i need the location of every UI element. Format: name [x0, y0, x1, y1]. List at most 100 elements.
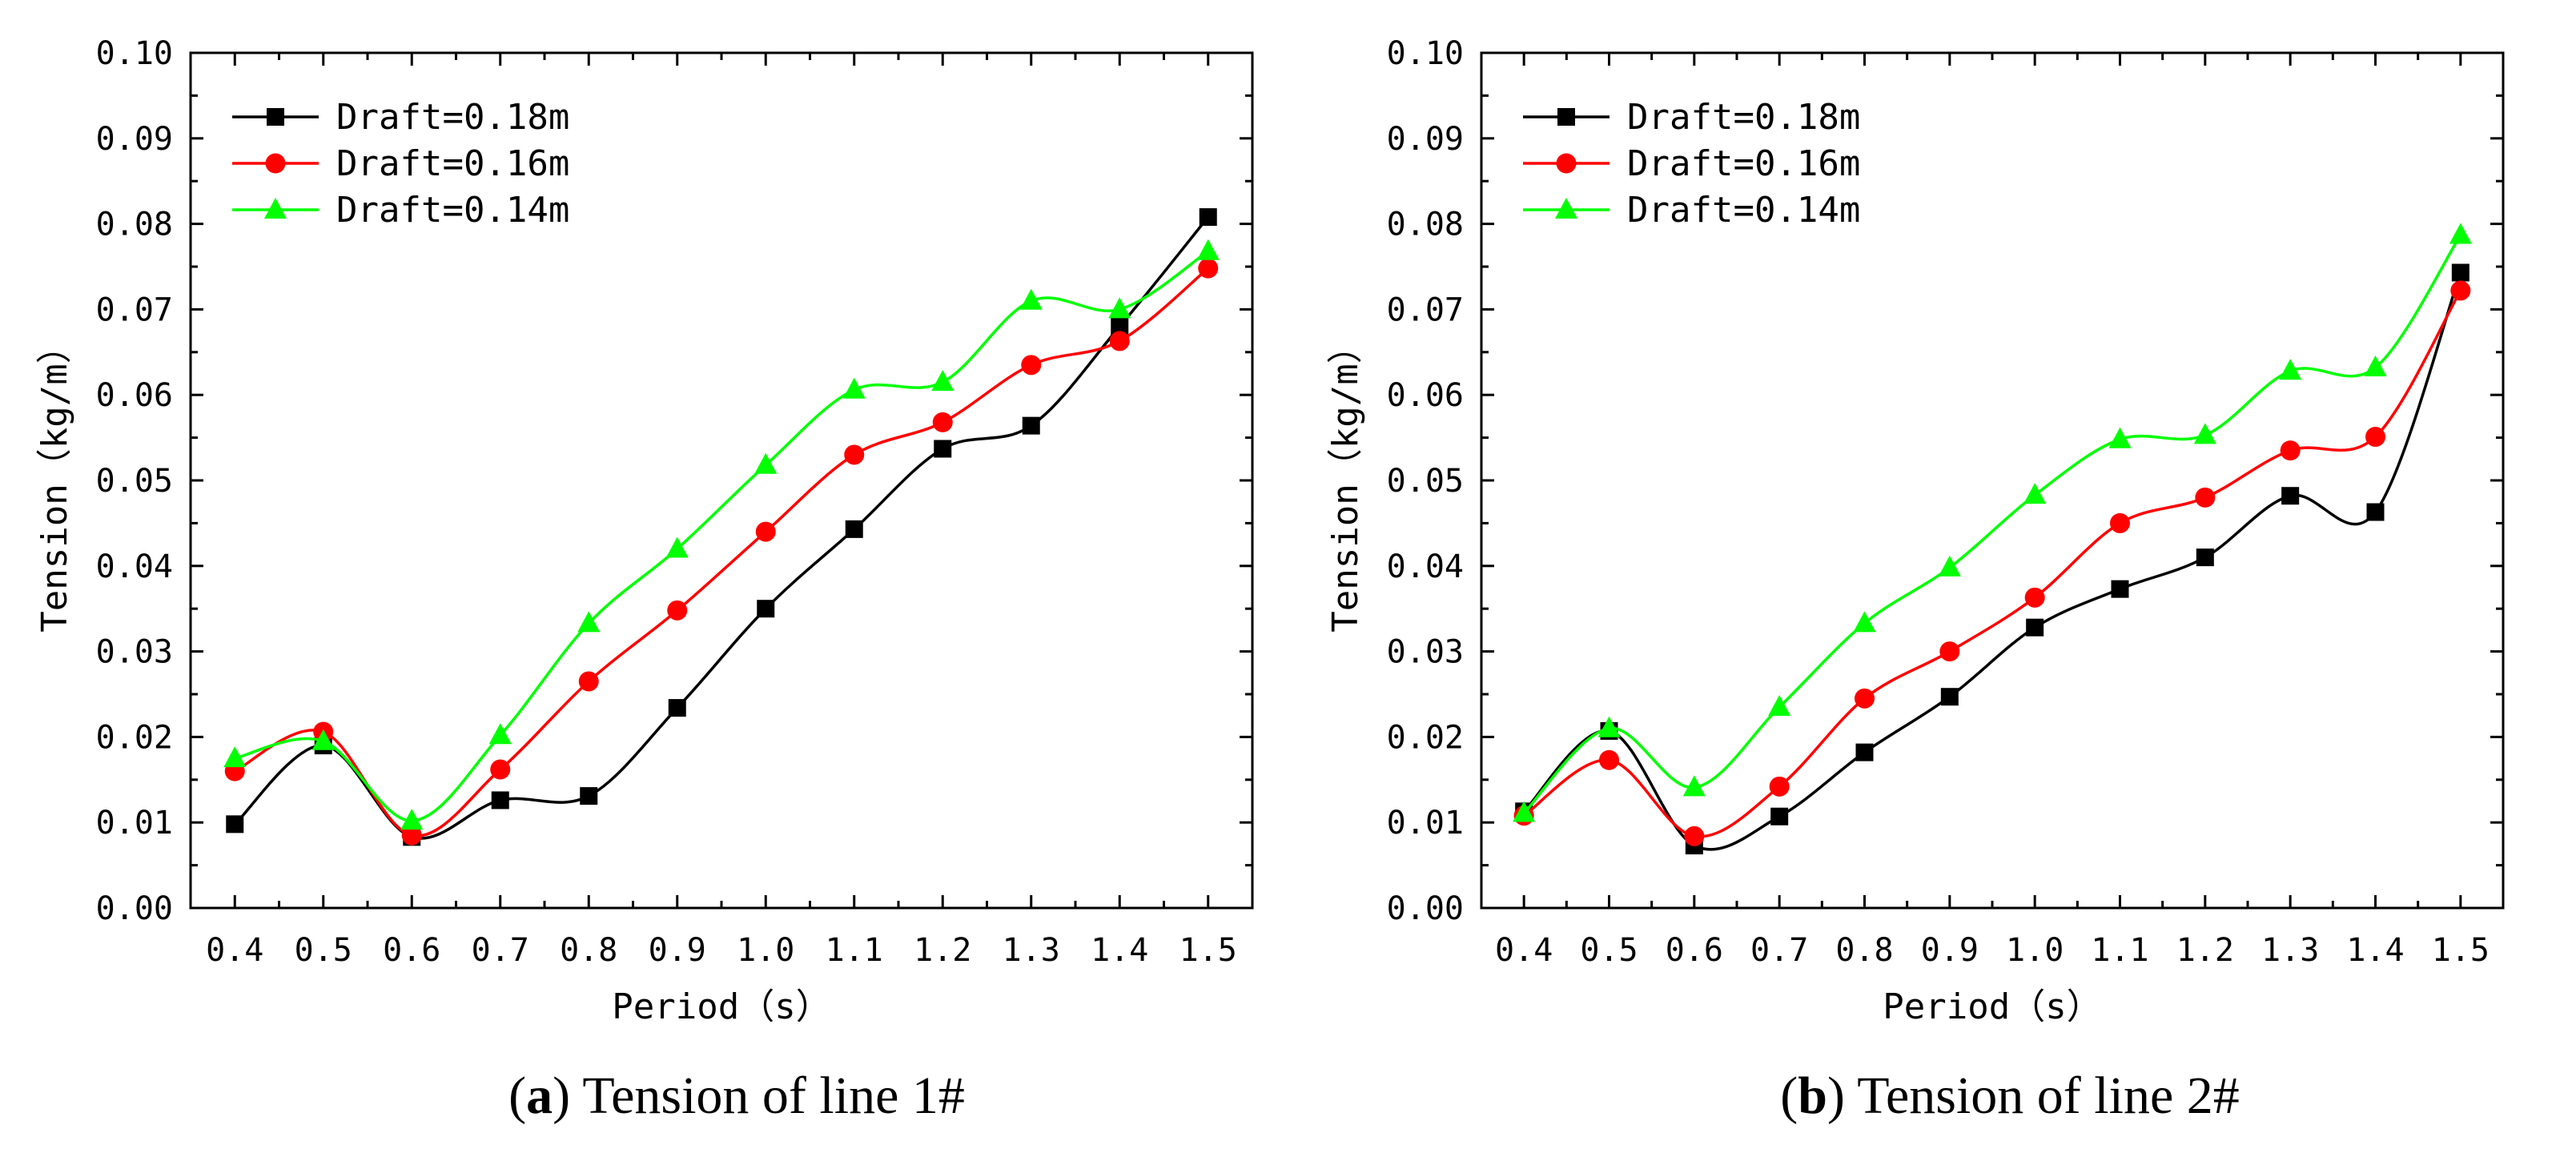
x-tick-label: 0.5 [295, 932, 352, 969]
series-line [234, 267, 1209, 838]
legend-label: Draft=0.18m [336, 97, 569, 138]
y-tick-label: 0.05 [96, 463, 173, 500]
data-point [1109, 331, 1130, 352]
legend-marker [1557, 108, 1575, 126]
data-point [1938, 555, 1961, 576]
data-point [757, 600, 775, 618]
data-point [578, 671, 599, 692]
y-tick-label: 0.08 [1387, 207, 1464, 243]
x-tick-label: 0.6 [1666, 932, 1723, 969]
legend-label: Draft=0.14m [1627, 190, 1860, 231]
figure-caption: (a) Tension of line 1# [508, 1067, 965, 1125]
caption-letter: b [1798, 1067, 1827, 1125]
data-point [667, 600, 688, 621]
x-tick-label: 0.7 [1750, 932, 1808, 969]
data-point [1855, 743, 1874, 761]
x-tick-label: 1.5 [1179, 932, 1237, 969]
caption-paren: ) [1827, 1067, 1857, 1125]
legend: Draft=0.18m Draft=0.16m Draft=0.14m [232, 97, 569, 231]
data-point [1108, 297, 1131, 319]
data-point [577, 611, 601, 633]
data-point [2364, 356, 2387, 377]
y-tick-label: 0.04 [1387, 548, 1464, 585]
data-point [2451, 263, 2470, 282]
data-point [491, 791, 509, 809]
legend-marker [1556, 153, 1577, 174]
legend-label: Draft=0.18m [1627, 97, 1860, 138]
y-tick-label: 0.01 [96, 805, 173, 842]
y-tick-label: 0.06 [96, 377, 173, 414]
x-tick-label: 1.4 [1091, 932, 1148, 969]
x-tick-label: 1.1 [826, 932, 883, 969]
y-tick-label: 0.05 [1387, 463, 1464, 500]
data-point [223, 746, 247, 768]
data-point [1022, 416, 1040, 435]
x-tick-label: 0.9 [649, 932, 706, 969]
data-point [755, 521, 776, 542]
data-point [1597, 716, 1621, 737]
legend-label: Draft=0.16m [336, 143, 569, 184]
data-point [2279, 359, 2302, 380]
data-point [842, 377, 866, 399]
series-draft-0-16m [1513, 280, 2471, 846]
data-point [490, 759, 511, 780]
x-tick-label: 1.3 [2261, 932, 2319, 969]
data-point [580, 787, 598, 805]
data-point [2108, 427, 2132, 448]
data-point [2280, 440, 2301, 461]
x-axis-label: Period（s） [612, 986, 830, 1027]
y-tick-label: 0.03 [1387, 634, 1464, 671]
y-tick-label: 0.04 [96, 548, 173, 585]
data-point [488, 723, 512, 745]
y-tick-label: 0.06 [1387, 377, 1464, 414]
y-tick-label: 0.02 [96, 719, 173, 756]
series-draft-0-16m [224, 258, 1219, 846]
caption-paren: ( [1780, 1067, 1798, 1125]
y-tick-label: 0.07 [96, 291, 173, 328]
caption-paren: ( [508, 1067, 526, 1125]
x-tick-label: 1.0 [737, 932, 794, 969]
caption-text: Tension of line 2# [1857, 1067, 2239, 1125]
data-point [932, 412, 953, 432]
data-point [2110, 512, 2130, 533]
data-point [1768, 695, 1791, 717]
x-tick-label: 0.8 [560, 932, 617, 969]
x-tick-label: 1.0 [2006, 932, 2064, 969]
chart-panel-b: 0.00 0.01 0.02 0.03 0.04 0.05 0.06 0.07 0.08 0.09… [1325, 35, 2505, 1125]
data-point [1019, 288, 1043, 310]
data-point [2193, 423, 2216, 444]
data-point [1199, 208, 1217, 227]
data-point [754, 452, 778, 474]
data-point [2196, 548, 2214, 567]
x-tick-label: 1.3 [1003, 932, 1060, 969]
data-point [2024, 587, 2045, 608]
y-tick-label: 0.00 [96, 890, 173, 927]
data-point [1855, 688, 1875, 709]
x-tick-label: 1.5 [2432, 932, 2490, 969]
data-point [2281, 487, 2300, 505]
data-point [934, 440, 952, 458]
x-tick-label: 1.2 [914, 932, 971, 969]
data-point [2026, 618, 2044, 637]
series-draft-0-14m [1513, 223, 2472, 822]
y-axis-label: Tension（kg/m） [1325, 328, 1366, 632]
legend-marker [267, 108, 284, 126]
y-tick-label: 0.10 [96, 35, 173, 72]
data-point [931, 370, 954, 392]
x-tick-label: 0.5 [1580, 932, 1638, 969]
x-tick-label: 0.6 [383, 932, 440, 969]
legend-marker [265, 153, 286, 174]
y-tick-label: 0.10 [1387, 35, 1464, 72]
data-point [845, 520, 863, 538]
y-tick-label: 0.02 [1387, 719, 1464, 756]
figure-caption: (b) Tension of line 2# [1780, 1067, 2239, 1125]
series-line [234, 215, 1210, 840]
y-tick-label: 0.09 [96, 121, 173, 158]
data-point [1769, 776, 1790, 797]
x-tick-label: 0.4 [206, 932, 263, 969]
y-axis-label: Tension（kg/m） [34, 328, 75, 632]
data-point [1021, 355, 1042, 376]
series-line [1522, 271, 2462, 851]
legend-marker [1555, 198, 1577, 219]
data-point [1939, 641, 1960, 662]
